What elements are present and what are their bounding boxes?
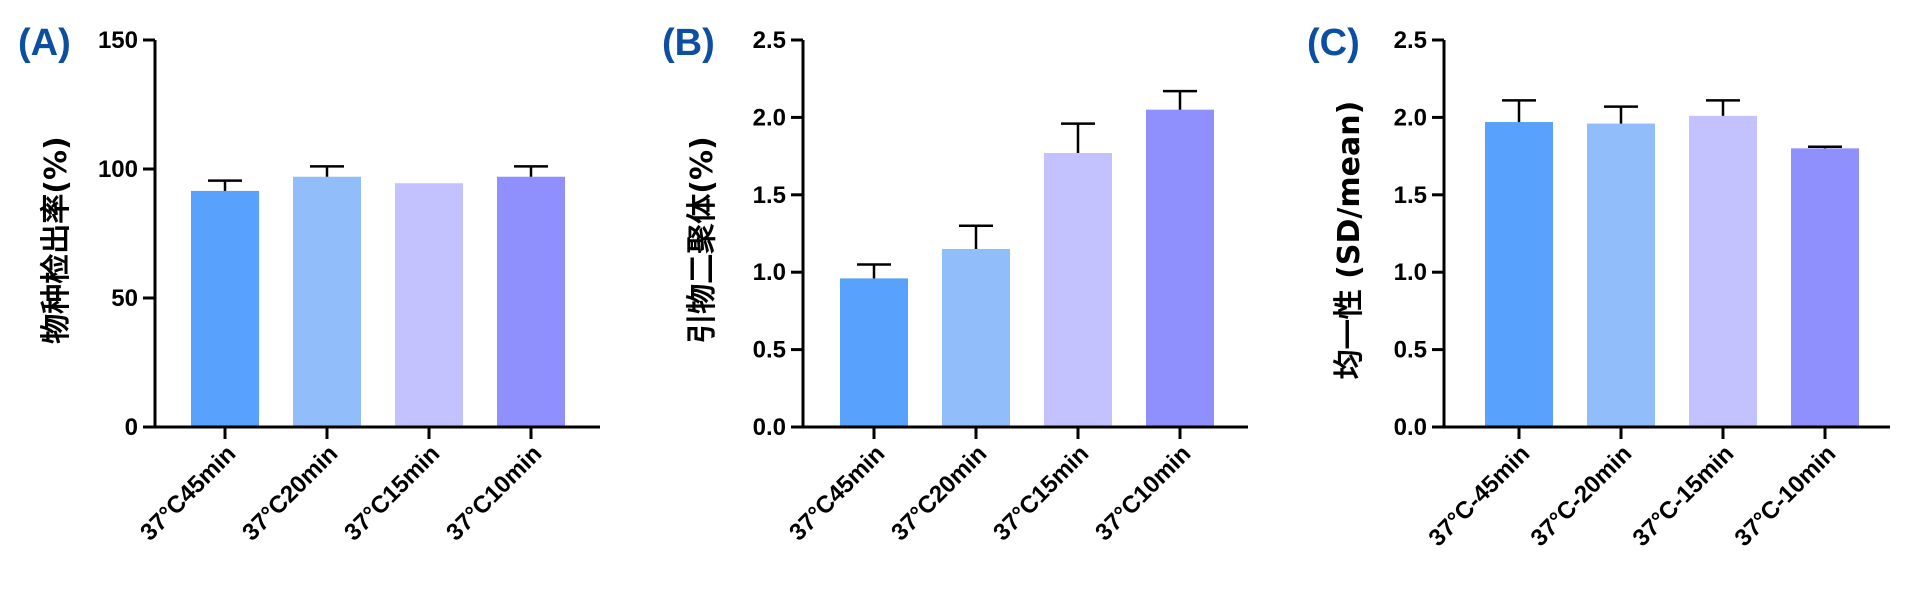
y-tick-label-b-1: 0.5 <box>753 337 786 364</box>
bar-a-4 <box>497 176 565 427</box>
y-tick-label-a-0: 0 <box>125 414 138 441</box>
y-tick-label-b-2: 1.0 <box>753 259 786 286</box>
x-tick-label-c-4: 37°C-10min <box>1730 440 1842 552</box>
y-axis-title-b: 引物二聚体(%) <box>685 136 720 343</box>
x-tick-label-a-4: 37°C10min <box>441 440 547 546</box>
panel-c: (C) 均一性 (SD/mean) 0.0 0.5 1.0 1.5 2.0 2.5 37°C… <box>1307 22 1890 552</box>
x-tick-label-c-2: 37°C-20min <box>1526 440 1638 552</box>
x-tick-label-b-3: 37°C15min <box>988 440 1094 546</box>
bar-c-1 <box>1485 122 1553 427</box>
y-tick-label-a-2: 100 <box>98 156 138 183</box>
bar-c-2 <box>1587 123 1655 427</box>
bar-c-4 <box>1791 148 1859 428</box>
y-tick-label-c-2: 1.0 <box>1394 259 1427 286</box>
bar-a-2 <box>293 176 361 427</box>
x-tick-label-c-3: 37°C-15min <box>1628 440 1740 552</box>
y-tick-label-c-4: 2.0 <box>1394 104 1427 131</box>
x-tick-label-b-2: 37°C20min <box>886 440 992 546</box>
x-tick-label-b-4: 37°C10min <box>1090 440 1196 546</box>
panel-b: (B) 引物二聚体(%) 0.0 0.5 1.0 1.5 2.0 2.5 37°C45min… <box>662 22 1248 546</box>
y-tick-label-b-3: 1.5 <box>753 182 786 209</box>
y-tick-label-b-4: 2.0 <box>753 104 786 131</box>
panel-a: (A) 物种检出率(%) 0 50 100 150 37°C45min37°C20min… <box>18 22 600 546</box>
bar-a-3 <box>395 183 463 427</box>
y-tick-label-c-1: 0.5 <box>1394 337 1427 364</box>
bar-c-3 <box>1689 115 1757 428</box>
y-axis-title-c: 均一性 (SD/mean) <box>1332 101 1367 380</box>
bar-b-2 <box>942 248 1010 427</box>
y-tick-label-a-1: 50 <box>111 285 138 312</box>
x-tick-label-b-1: 37°C45min <box>784 440 890 546</box>
panel-label-c: (C) <box>1307 22 1360 64</box>
x-tick-label-c-1: 37°C-45min <box>1424 440 1536 552</box>
y-tick-label-b-0: 0.0 <box>753 414 786 441</box>
x-tick-label-a-2: 37°C20min <box>237 440 343 546</box>
y-axis-title-a: 物种检出率(%) <box>39 136 74 343</box>
panel-label-a: (A) <box>18 22 71 64</box>
y-tick-label-c-3: 1.5 <box>1394 182 1427 209</box>
bar-b-3 <box>1044 153 1112 427</box>
y-tick-label-a-3: 150 <box>98 27 138 54</box>
x-tick-label-a-1: 37°C45min <box>135 440 241 546</box>
bar-b-1 <box>840 278 908 427</box>
panel-label-b: (B) <box>662 22 715 64</box>
y-tick-label-c-5: 2.5 <box>1394 27 1427 54</box>
bar-b-4 <box>1146 109 1214 427</box>
y-tick-label-b-5: 2.5 <box>753 27 786 54</box>
y-tick-label-c-0: 0.0 <box>1394 414 1427 441</box>
x-tick-label-a-3: 37°C15min <box>339 440 445 546</box>
bar-a-1 <box>191 190 259 427</box>
